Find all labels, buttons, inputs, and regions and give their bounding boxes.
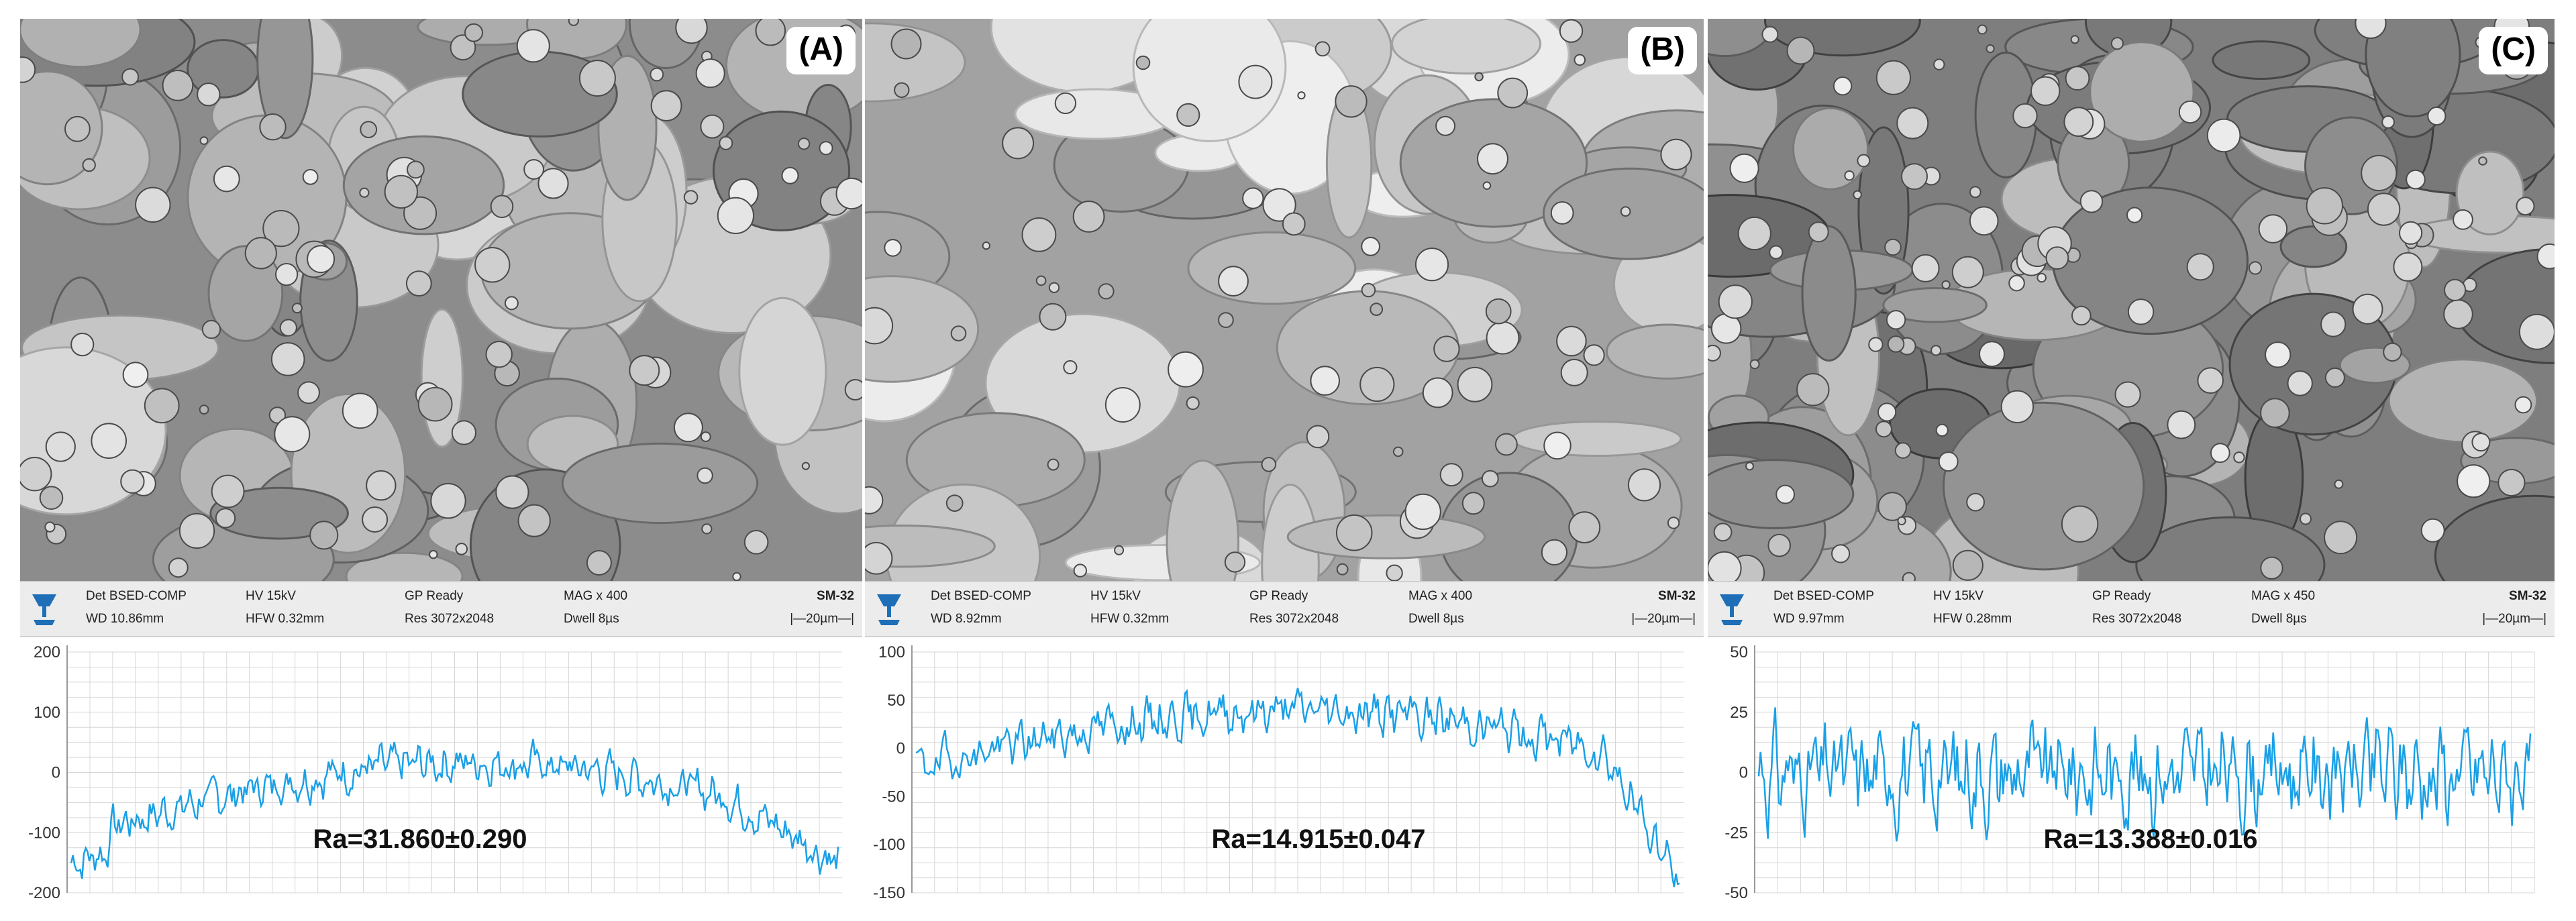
sem-micrograph-a: (A) (20, 19, 862, 581)
hv-text: HV 15kV (246, 589, 296, 603)
ra-value: Ra=31.860±0.290 (313, 824, 527, 854)
dwell-text: Dwell 8µs (2251, 612, 2307, 626)
roughness-profile-b: 100 50 0 -50 -100 -150 Ra=14.915±0.047 (873, 643, 1684, 902)
sem-image-a (20, 19, 862, 581)
res-text: Res 3072x2048 (2092, 612, 2182, 626)
panel-b: (B) Det BSED-COMP WD 8.92mm HV 15kV HFW … (865, 0, 1704, 921)
detector-icon (1720, 594, 1744, 625)
y-tick-label: 100 (34, 704, 60, 722)
panel-label-b: (B) (1628, 27, 1697, 74)
sem-image-b (865, 19, 1704, 581)
scale-bar-text: |—20µm—| (1631, 612, 1696, 626)
dwell-text: Dwell 8µs (564, 612, 619, 626)
profile-line (70, 739, 839, 879)
stage-text: SM-32 (817, 589, 854, 603)
sem-micrograph-b: (B) (865, 19, 1704, 581)
profile-line (915, 688, 1680, 887)
ra-value: Ra=13.388±0.016 (2044, 824, 2258, 854)
y-tick-label: -100 (873, 836, 905, 854)
panel-label-a: (A) (786, 27, 856, 74)
wd-text: WD 8.92mm (931, 612, 1002, 626)
grid (66, 651, 842, 893)
sem-micrograph-c: (C) (1708, 19, 2555, 581)
y-tick-label: -100 (28, 824, 60, 842)
dwell-text: Dwell 8µs (1408, 612, 1464, 626)
y-tick-label: 50 (1730, 643, 1748, 661)
hv-text: HV 15kV (1933, 589, 1983, 603)
y-tick-label: 25 (1730, 704, 1748, 722)
y-tick-label: -50 (882, 788, 905, 806)
res-text: Res 3072x2048 (1249, 612, 1339, 626)
panel-label-c: (C) (2479, 27, 2548, 74)
y-tick-label: -200 (28, 884, 60, 902)
mag-text: MAG x 450 (2251, 589, 2316, 603)
wd-text: WD 9.97mm (1773, 612, 1845, 626)
ra-value: Ra=14.915±0.047 (1212, 824, 1426, 854)
res-text: Res 3072x2048 (405, 612, 495, 626)
detector-icon (32, 594, 56, 625)
panel-a: (A) Det BSED-COMP WD 10.86mm HV 15kV HFW… (20, 0, 862, 921)
y-tick-label: 0 (52, 764, 60, 782)
panel-c: (C) Det BSED-COMP WD 9.97mm HV 15kV HFW … (1708, 0, 2555, 921)
y-tick-labels: 50 25 0 -25 -50 (1724, 643, 1748, 902)
mag-text: MAG x 400 (1408, 589, 1473, 603)
scale-bar-text: |—20µm—| (2482, 612, 2546, 626)
y-tick-label: 100 (878, 643, 905, 661)
detector-text: Det BSED-COMP (931, 589, 1031, 603)
grid (911, 651, 1684, 893)
stage-text: SM-32 (2509, 589, 2546, 603)
detector-text: Det BSED-COMP (86, 589, 187, 603)
y-tick-labels: 100 50 0 -50 -100 -150 (873, 643, 905, 902)
sem-info-bar-c: Det BSED-COMP WD 9.97mm HV 15kV HFW 0.28… (1708, 581, 2555, 637)
hfw-text: HFW 0.32mm (1090, 612, 1170, 626)
gp-text: GP Ready (2092, 589, 2151, 603)
y-tick-label: -50 (1724, 884, 1748, 902)
y-tick-label: -25 (1724, 824, 1748, 842)
hv-text: HV 15kV (1090, 589, 1141, 603)
profile-line (1757, 707, 2532, 842)
hfw-text: HFW 0.28mm (1933, 612, 2012, 626)
y-tick-label: -150 (873, 884, 905, 902)
scale-bar-text: |—20µm—| (790, 612, 854, 626)
y-tick-label: 0 (1739, 764, 1748, 782)
y-tick-label: 200 (34, 643, 60, 661)
sem-info-bar-a: Det BSED-COMP WD 10.86mm HV 15kV HFW 0.3… (20, 581, 862, 637)
grid (1754, 651, 2535, 893)
detector-text: Det BSED-COMP (1773, 589, 1874, 603)
sem-image-c (1708, 19, 2555, 581)
y-tick-label: 50 (887, 692, 905, 710)
hfw-text: HFW 0.32mm (246, 612, 325, 626)
sem-info-bar-b: Det BSED-COMP WD 8.92mm HV 15kV HFW 0.32… (865, 581, 1704, 637)
y-tick-labels: 200 100 0 -100 -200 (28, 643, 60, 902)
detector-icon (877, 594, 901, 625)
gp-text: GP Ready (1249, 589, 1308, 603)
y-tick-label: 0 (896, 740, 905, 758)
roughness-profile-c: 50 25 0 -25 -50 Ra=13.388±0.016 (1724, 643, 2535, 902)
stage-text: SM-32 (1658, 589, 1696, 603)
roughness-profile-a: 200 100 0 -100 -200 Ra=31.860±0.290 (28, 643, 842, 902)
wd-text: WD 10.86mm (86, 612, 164, 626)
gp-text: GP Ready (405, 589, 464, 603)
mag-text: MAG x 400 (564, 589, 628, 603)
